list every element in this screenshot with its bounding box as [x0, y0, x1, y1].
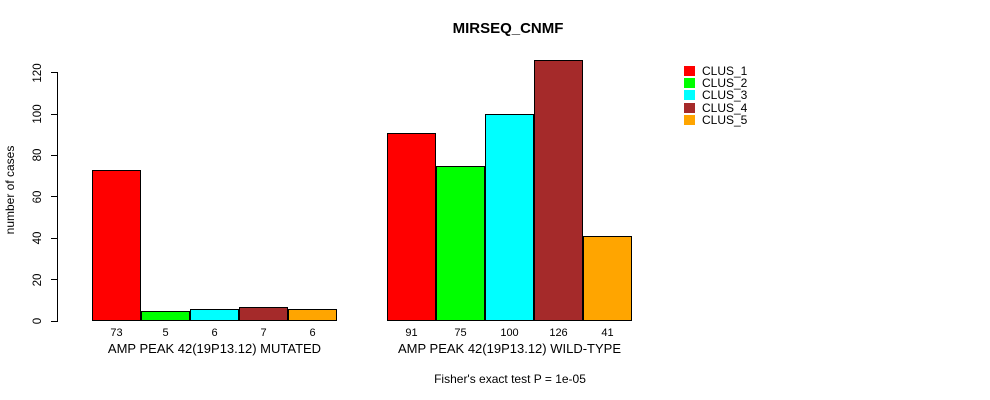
bar-clus_4-group0 — [239, 306, 288, 321]
bar-value-label: 6 — [309, 327, 316, 339]
y-axis-tick-label: 80 — [32, 148, 44, 162]
bar-value-label: 100 — [500, 327, 519, 339]
group-label: AMP PEAK 42(19P13.12) WILD-TYPE — [397, 341, 622, 356]
y-axis-tick-label: 20 — [32, 273, 44, 286]
bar-value-label: 126 — [549, 327, 568, 339]
bar-value-label: 91 — [405, 327, 418, 339]
annotation-text: Fisher's exact test P = 1e-05 — [434, 372, 586, 386]
bar-value-label: 73 — [110, 327, 123, 339]
y-axis-tick — [51, 154, 58, 156]
legend-swatch-clus_1 — [684, 66, 695, 76]
legend-swatch-clus_4 — [684, 102, 695, 113]
legend-swatch-clus_5 — [684, 114, 695, 125]
bar-clus_2-group0 — [141, 310, 190, 321]
y-axis-tick-label: 120 — [32, 63, 44, 83]
y-axis-tick — [51, 196, 58, 198]
y-axis-tick — [51, 237, 58, 239]
y-axis-tick-label: 60 — [32, 190, 44, 204]
legend-swatch-clus_2 — [684, 78, 695, 89]
bar-clus_5-group0 — [288, 308, 337, 321]
bar-clus_1-group0 — [92, 169, 141, 321]
legend-label: CLUS_2 — [702, 76, 748, 91]
bar-clus_1-group1 — [387, 132, 436, 321]
bar-clus_3-group0 — [190, 308, 239, 321]
bar-clus_2-group1 — [436, 165, 485, 321]
bar-value-label: 75 — [454, 327, 467, 339]
legend-swatch-clus_3 — [684, 90, 695, 101]
chart-title: MIRSEQ_CNMF — [452, 20, 564, 37]
y-axis-tick-label: 0 — [32, 317, 44, 325]
y-axis-tick — [51, 72, 58, 74]
y-axis-tick — [51, 113, 58, 115]
y-axis-tick-label: 40 — [32, 231, 44, 245]
bar-clus_3-group1 — [485, 114, 534, 321]
bar-value-label: 7 — [260, 327, 267, 339]
bar-clus_5-group1 — [583, 236, 632, 321]
bar-value-label: 5 — [162, 327, 169, 339]
y-axis-tick-label: 100 — [32, 104, 44, 124]
legend-label: CLUS_1 — [702, 64, 748, 78]
bar-clus_4-group1 — [534, 60, 583, 321]
legend-label: CLUS_3 — [702, 88, 748, 103]
y-axis-label: number of cases — [3, 145, 17, 235]
y-axis-tick — [51, 320, 58, 322]
group-label: AMP PEAK 42(19P13.12) MUTATED — [107, 341, 322, 356]
legend-label: CLUS_4 — [702, 100, 748, 115]
bar-value-label: 6 — [211, 327, 218, 339]
y-axis-tick — [51, 279, 58, 281]
legend-label: CLUS_5 — [702, 112, 748, 127]
bar-value-label: 41 — [601, 327, 614, 339]
